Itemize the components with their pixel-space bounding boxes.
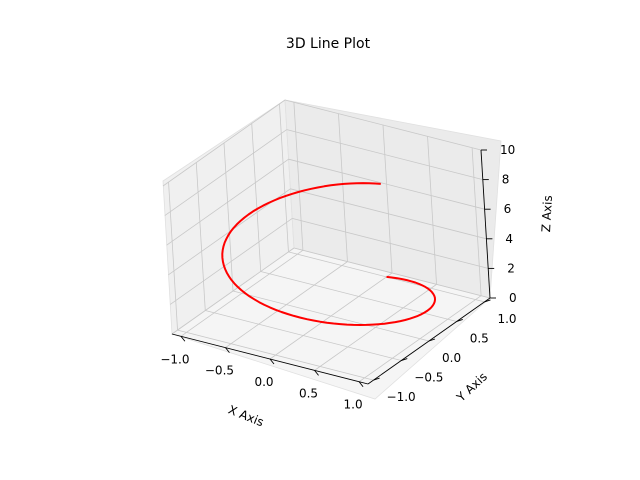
y-tick-label: 1.0	[497, 312, 516, 326]
grid-line	[293, 102, 304, 251]
z-tick-label: 6	[504, 202, 512, 216]
z-tick-label: 10	[500, 143, 515, 157]
grid-line	[288, 251, 485, 303]
grid-line	[162, 99, 286, 187]
z-tick-label: 0	[509, 291, 517, 305]
x-tick	[180, 335, 186, 342]
tick-labels: −1.0 −0.5 0.0 0.5 1.0 −1.0 −0.5 0.0 0.5 1.0 0 2 4 6 8 1…	[160, 143, 516, 412]
grid-line	[169, 218, 293, 305]
x-tick-label: 0.5	[299, 386, 318, 400]
grid-line	[286, 129, 483, 180]
grid-line	[284, 99, 482, 151]
grid-line	[292, 218, 489, 269]
y-tick-label: 0.5	[470, 331, 489, 345]
z-tick-label: 8	[502, 173, 510, 187]
z-axis-label: Z Axis	[539, 195, 555, 233]
y-tick	[484, 299, 491, 303]
z-tick-label: 4	[505, 232, 513, 246]
x-tick	[358, 381, 364, 388]
grid-line	[232, 290, 430, 342]
x-tick	[269, 358, 275, 365]
x-axis-label: X Axis	[226, 403, 265, 430]
grid-line	[279, 103, 289, 252]
grid-line	[168, 182, 178, 331]
grid-line	[293, 247, 491, 299]
chart-title: 3D Line Plot	[286, 36, 371, 52]
x-tick-label: 1.0	[344, 398, 363, 412]
y-tick	[401, 358, 408, 361]
y-axis-label: Y Axis	[453, 370, 490, 406]
grid-line	[427, 136, 437, 285]
axis-lines	[171, 149, 496, 388]
grid-lines	[162, 99, 491, 383]
x-tick-label: −0.5	[205, 364, 234, 378]
x-tick-label: −1.0	[160, 352, 189, 366]
grid-line	[195, 162, 206, 311]
grid-line	[223, 142, 234, 292]
data-series	[221, 182, 436, 326]
y-tick-label: 0.0	[442, 351, 461, 365]
grid-line	[471, 147, 482, 296]
grid-line	[177, 329, 374, 381]
y-tick-label: −1.0	[387, 390, 416, 404]
grid-line	[171, 247, 295, 335]
y-tick	[456, 319, 463, 322]
grid-line	[166, 158, 289, 246]
y-tick	[428, 338, 436, 342]
y-tick	[373, 377, 380, 381]
grid-line	[338, 113, 348, 262]
grid-line	[382, 124, 393, 274]
series-line	[221, 182, 436, 326]
z-axis-line	[480, 149, 491, 299]
grid-line	[288, 158, 485, 210]
x-tick-label: 0.0	[254, 375, 273, 389]
grid-line	[290, 188, 487, 240]
grid-line	[205, 310, 402, 361]
x-tick	[225, 347, 230, 353]
x-tick	[314, 370, 319, 376]
grid-line	[164, 129, 288, 216]
grid-line	[251, 123, 262, 272]
z-tick-label: 2	[507, 261, 515, 275]
y-tick-label: −0.5	[414, 371, 443, 385]
